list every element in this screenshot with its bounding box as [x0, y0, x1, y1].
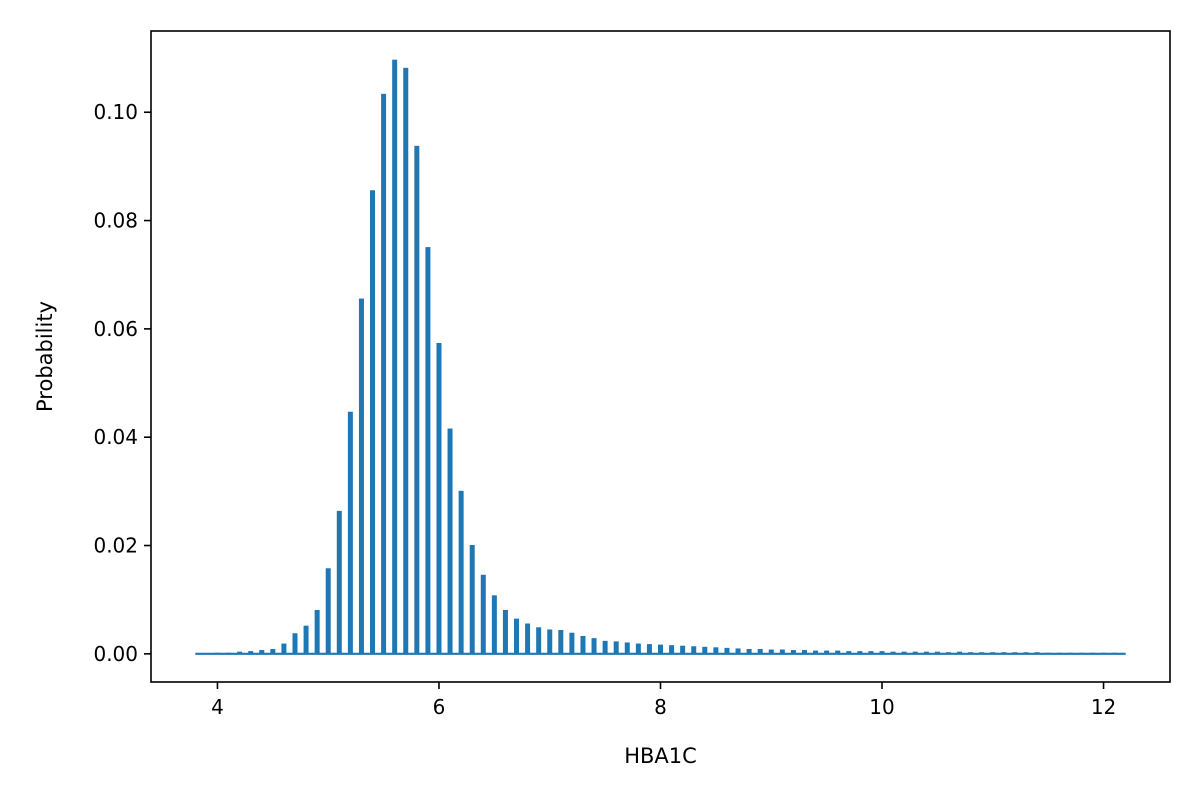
bar: [491, 595, 497, 654]
bar: [403, 67, 409, 654]
bar: [469, 544, 475, 654]
x-axis-label: HBA1C: [624, 744, 697, 768]
bar: [779, 649, 785, 654]
x-tick-label: 8: [654, 695, 667, 719]
bar: [480, 574, 486, 654]
x-tick-label: 10: [869, 695, 894, 719]
y-axis-ticks: 0.00 0.02 0.04 0.06 0.08 0.10: [93, 100, 151, 666]
bar: [713, 647, 719, 654]
bar: [790, 650, 796, 654]
bar: [846, 651, 852, 654]
bar: [436, 342, 442, 654]
bar: [602, 640, 608, 654]
bar: [414, 145, 420, 654]
bar: [314, 609, 320, 654]
bar: [547, 629, 553, 654]
bar: [270, 648, 276, 654]
bar: [281, 643, 287, 654]
bar: [835, 650, 841, 654]
bar: [680, 645, 686, 654]
x-axis-ticks: 4 6 8 10 12: [211, 682, 1116, 719]
bar: [347, 411, 353, 654]
bar: [691, 646, 697, 654]
bar: [635, 643, 641, 654]
bar: [381, 93, 387, 654]
bar: [813, 650, 819, 654]
y-tick-label: 0.02: [93, 534, 138, 558]
bar: [879, 651, 885, 654]
bar: [502, 609, 508, 654]
bar: [580, 635, 586, 654]
bar: [336, 510, 342, 654]
x-tick-label: 12: [1091, 695, 1116, 719]
bar: [525, 623, 531, 654]
bar: [303, 625, 309, 654]
bar: [425, 247, 431, 654]
y-tick-label: 0.06: [93, 317, 138, 341]
bar: [724, 647, 730, 654]
bar: [370, 190, 376, 654]
bar: [392, 59, 398, 654]
bar: [613, 641, 619, 654]
bar: [624, 642, 630, 654]
bar: [824, 650, 830, 654]
y-axis-label: Probability: [33, 301, 57, 412]
bar: [447, 428, 453, 654]
plot-frame: [150, 30, 1171, 683]
bar: [658, 644, 663, 654]
bar: [801, 650, 807, 654]
bar: [292, 633, 298, 654]
bar: [514, 618, 520, 654]
bar: [325, 568, 331, 654]
y-tick-label: 0.10: [93, 100, 138, 124]
bar: [757, 648, 763, 654]
bar: [536, 627, 542, 654]
bar: [458, 490, 464, 654]
x-tick-label: 4: [211, 695, 224, 719]
bar: [358, 298, 364, 654]
y-tick-label: 0.04: [93, 425, 138, 449]
bar: [669, 645, 675, 654]
bars-layer: [203, 59, 1118, 654]
bar: [558, 630, 564, 654]
bar: [646, 644, 652, 654]
bar: [768, 649, 774, 654]
y-tick-label: 0.08: [93, 209, 138, 233]
bar: [702, 646, 708, 654]
bar: [259, 650, 265, 654]
y-tick-label: 0.00: [93, 642, 138, 666]
bar: [591, 638, 597, 654]
bar: [857, 651, 863, 654]
bar: [746, 648, 752, 654]
x-tick-label: 6: [433, 695, 446, 719]
bar: [868, 651, 874, 654]
bar: [735, 648, 741, 654]
bar: [569, 632, 575, 654]
bar: [248, 651, 254, 654]
